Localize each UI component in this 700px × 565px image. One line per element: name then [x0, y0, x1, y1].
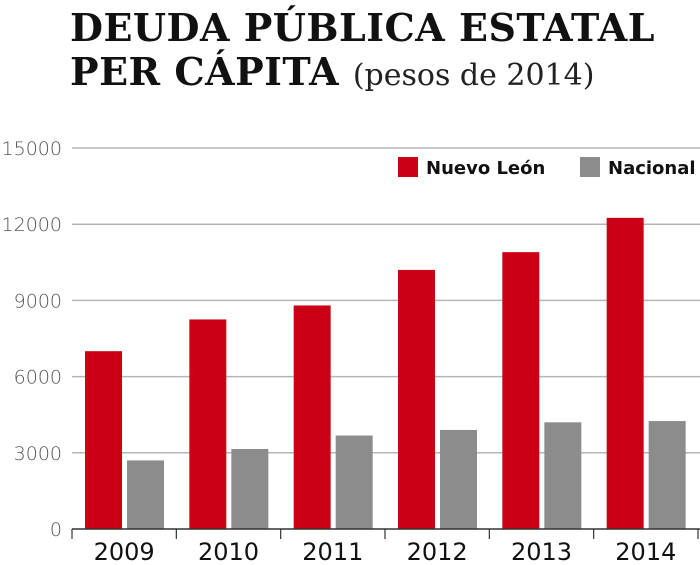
bar-nuevo-leon-2014 [606, 217, 644, 529]
bar-nacional-2012 [440, 429, 477, 529]
title-line-2: PER CÁPITA (pesos de 2014) [70, 50, 655, 98]
y-tick-label: 9000 [14, 290, 62, 312]
x-tick-label: 2014 [615, 538, 676, 565]
bar-nacional-2014 [648, 421, 686, 529]
x-tick-label: 2010 [198, 538, 259, 565]
x-tick-label: 2012 [407, 538, 468, 565]
bar-nacional-2011 [335, 435, 373, 529]
x-tick-label: 2011 [302, 538, 363, 565]
chart-title: DEUDA PÚBLICA ESTATAL PER CÁPITA (pesos … [70, 6, 655, 98]
bar-nuevo-leon-2010 [189, 319, 227, 529]
legend-label: Nuevo León [426, 158, 545, 179]
chart-subtitle: (pesos de 2014) [352, 58, 595, 93]
bar-nuevo-leon-2012 [398, 269, 435, 529]
y-tick-label: 6000 [14, 367, 62, 389]
bar-nuevo-leon-2009 [85, 351, 122, 529]
bar-nuevo-leon-2013 [502, 252, 540, 529]
legend-swatch [580, 157, 600, 177]
legend-swatch [398, 157, 418, 177]
bar-nacional-2009 [127, 460, 164, 529]
y-tick-label: 15000 [2, 138, 62, 160]
y-tick-label: 3000 [14, 443, 62, 465]
bar-nacional-2013 [544, 422, 582, 529]
y-tick-label: 0 [50, 519, 62, 541]
x-tick-label: 2013 [511, 538, 572, 565]
legend-label: Nacional [608, 158, 696, 179]
title-line-1: DEUDA PÚBLICA ESTATAL [70, 5, 655, 50]
bar-nacional-2010 [231, 448, 269, 529]
x-tick-label: 2009 [94, 538, 155, 565]
title-line-2-text: PER CÁPITA [70, 49, 340, 94]
y-tick-label: 12000 [2, 214, 62, 236]
bar-nuevo-leon-2011 [293, 305, 331, 529]
